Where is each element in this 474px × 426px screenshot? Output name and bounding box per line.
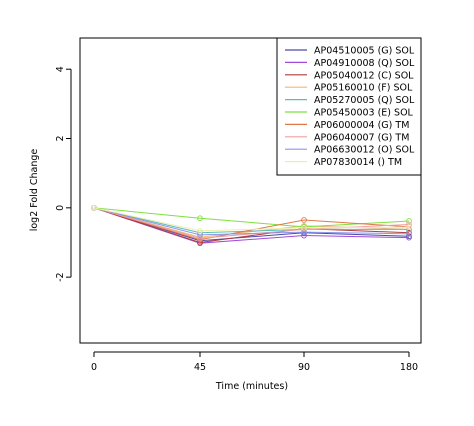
x-tick-label: 0 [91,362,97,373]
data-point [406,221,412,228]
data-point [301,225,307,231]
legend-entry: AP05270005 (Q) SOL [314,95,415,106]
series-line [93,207,409,234]
series-line [93,207,410,236]
x-tick-label: 180 [400,362,418,373]
data-point [197,227,203,234]
series-line [93,207,410,228]
series-line [93,207,410,232]
y-tick-label: 4 [55,66,66,72]
y-tick-label: 0 [55,205,66,211]
legend-entry: AP04910008 (Q) SOL [314,58,415,69]
legend-entry: AP07830014 () TM [314,157,402,168]
data-point [406,230,412,237]
data-point [406,218,412,224]
legend-entry: AP04510005 (G) SOL [314,46,415,57]
x-axis-label: Time (minutes) [215,381,288,392]
data-point [197,235,203,242]
legend-box [276,37,422,176]
plot-frame [79,37,422,344]
data-point [301,229,307,235]
legend-entry: AP05040012 (C) SOL [314,70,414,81]
data-point [197,232,203,238]
y-axis-label: log2 Fold Change [29,149,40,232]
data-point [91,204,97,211]
data-point [301,217,307,223]
x-tick-label: 45 [194,362,206,373]
y-tick-label: 2 [55,135,66,141]
data-point [197,215,203,222]
legend-entry: AP06040007 (G) TM [314,132,409,143]
series-line [93,207,410,243]
data-point [301,232,307,239]
legend-entry: AP06000004 (G) TM [314,120,409,131]
series-line [93,207,410,244]
data-point [406,224,412,231]
legend-entry: AP05450003 (E) SOL [314,108,414,119]
x-tick-label: 90 [298,362,310,373]
legend-entry: AP06630012 (O) SOL [314,145,415,156]
y-tick-label: -2 [55,272,66,281]
series-line [93,207,410,241]
legend-entry: AP05160010 (F) SOL [314,83,413,94]
